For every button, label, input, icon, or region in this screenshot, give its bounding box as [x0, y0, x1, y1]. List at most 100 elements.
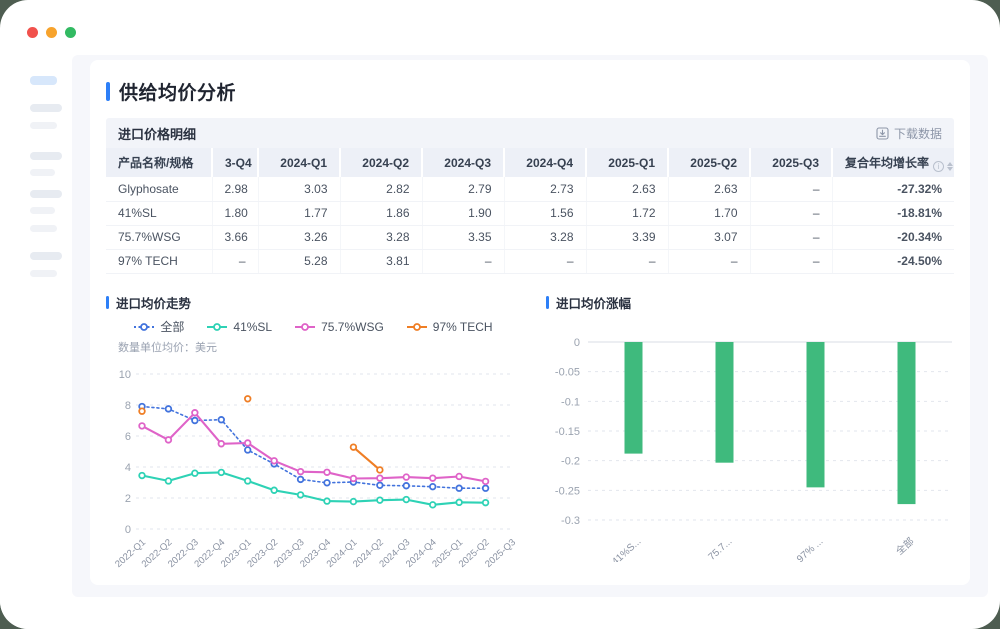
- info-icon[interactable]: i: [933, 160, 945, 172]
- sidebar-item[interactable]: [30, 270, 57, 277]
- price-cell: 1.72: [585, 201, 668, 226]
- legend-item[interactable]: 97% TECH: [406, 320, 493, 334]
- sidebar-item[interactable]: [30, 190, 62, 198]
- price-cell: 2.98: [211, 177, 258, 202]
- price-cell: 3.07: [667, 225, 750, 250]
- svg-text:2: 2: [125, 493, 131, 505]
- legend-marker-icon: [295, 322, 316, 331]
- price-cell: –: [667, 249, 750, 274]
- legend-item[interactable]: 全部: [133, 320, 184, 334]
- product-name-cell: 41%SL: [106, 201, 212, 226]
- price-cell: 1.80: [211, 201, 258, 226]
- cagr-cell: -27.32%: [831, 177, 954, 202]
- svg-text:41%S...: 41%S...: [610, 536, 643, 562]
- price-cell: 1.70: [667, 201, 750, 226]
- table-row: 75.7%WSG 3.66 3.26 3.28 3.35 3.28 3.39 3.07– -20…: [106, 225, 954, 250]
- sort-icon[interactable]: [947, 161, 954, 171]
- svg-text:全部: 全部: [893, 534, 917, 557]
- svg-text:-0.2: -0.2: [561, 455, 580, 467]
- price-cell: –: [749, 249, 832, 274]
- sidebar-item[interactable]: [30, 252, 62, 260]
- price-cell: –: [749, 225, 832, 250]
- line-chart-legend: 全部 41%SL 75.7%WSG 97% TECH: [106, 320, 520, 334]
- svg-text:-0.05: -0.05: [555, 366, 580, 378]
- price-cell: 2.63: [667, 177, 750, 202]
- price-cell: 2.63: [585, 177, 668, 202]
- svg-text:10: 10: [119, 369, 131, 381]
- table-section-header: 进口价格明细 下载数据: [106, 118, 954, 148]
- line-chart-panel: 进口均价走势 全部 41%SL 75.7%WSG 97% TECH 数量单位均价：美元…: [106, 294, 520, 584]
- download-data-button[interactable]: 下载数据: [876, 125, 942, 142]
- chart-title-accent-bar: [106, 296, 109, 309]
- column-header: 2024-Q3: [421, 148, 504, 177]
- price-cell: 3.66: [211, 225, 258, 250]
- page-title-text: 供给均价分析: [119, 83, 237, 104]
- legend-label: 97% TECH: [432, 319, 493, 334]
- svg-text:-0.3: -0.3: [561, 515, 580, 527]
- import-price-table-section: 进口价格明细 下载数据 产品名称/规格 3-: [106, 118, 954, 274]
- chart-title-accent-bar: [546, 296, 549, 309]
- product-name-cell: 97% TECH: [106, 249, 212, 274]
- price-cell: 1.90: [421, 201, 504, 226]
- close-window-button[interactable]: [27, 27, 38, 38]
- legend-marker-icon: [406, 322, 427, 331]
- price-cell: 3.39: [585, 225, 668, 250]
- legend-label: 75.7%WSG: [321, 319, 384, 334]
- legend-item[interactable]: 75.7%WSG: [294, 320, 384, 334]
- import-price-trend-chart: 02468102022-Q12022-Q22022-Q32022-Q42023-…: [113, 369, 518, 570]
- price-cell: 1.56: [503, 201, 586, 226]
- price-cell: 2.79: [421, 177, 504, 202]
- price-cell: 3.81: [339, 249, 422, 274]
- bar: [624, 341, 643, 454]
- column-header: 产品名称/规格: [106, 148, 212, 177]
- sidebar-item[interactable]: [30, 207, 55, 214]
- download-label: 下载数据: [893, 126, 942, 141]
- bar-chart-panel: 进口均价涨幅 0 -0.05 -0.1 -0.15 -0.2 -0.25 -0.3 41%S.…: [546, 294, 958, 584]
- import-price-change-chart: 0 -0.05 -0.1 -0.15 -0.2 -0.25 -0.3 41%S... 75.7.…: [555, 337, 952, 562]
- price-cell: 1.86: [339, 201, 422, 226]
- svg-text:0: 0: [125, 524, 131, 536]
- product-name-cell: 75.7%WSG: [106, 225, 212, 250]
- bar: [806, 341, 825, 487]
- column-header: 2024-Q2: [339, 148, 422, 177]
- legend-label: 41%SL: [233, 319, 273, 334]
- price-cell: 3.03: [257, 177, 340, 202]
- title-accent-bar: [106, 82, 110, 101]
- table-row: 41%SL 1.80 1.77 1.86 1.90 1.56 1.72 1.70– -18.81…: [106, 201, 954, 226]
- sidebar-item[interactable]: [30, 104, 62, 112]
- svg-text:97% ...: 97% ...: [795, 536, 826, 562]
- cagr-column-header[interactable]: 复合年均增长率 i: [831, 148, 954, 177]
- minimize-window-button[interactable]: [46, 27, 57, 38]
- cagr-cell: -20.34%: [831, 225, 954, 250]
- sidebar-item[interactable]: [30, 225, 57, 232]
- svg-text:-0.25: -0.25: [555, 485, 580, 497]
- column-header: 2025-Q2: [667, 148, 750, 177]
- bar-chart-title: 进口均价涨幅: [546, 294, 958, 312]
- sidebar-item[interactable]: [30, 169, 55, 176]
- price-cell: –: [749, 201, 832, 226]
- price-cell: –: [749, 177, 832, 202]
- bar: [715, 341, 734, 463]
- sidebar-item-active[interactable]: [30, 76, 57, 85]
- svg-text:0: 0: [574, 337, 580, 349]
- price-cell: 3.35: [421, 225, 504, 250]
- line-chart-unit-label: 数量单位均价：美元: [118, 341, 217, 354]
- sidebar-item[interactable]: [30, 152, 62, 160]
- svg-text:6: 6: [125, 431, 131, 443]
- legend-marker-icon: [207, 322, 228, 331]
- charts-row: 进口均价走势 全部 41%SL 75.7%WSG 97% TECH 数量单位均价：美元…: [106, 294, 954, 584]
- sidebar-item[interactable]: [30, 122, 57, 129]
- legend-item[interactable]: 41%SL: [206, 320, 272, 334]
- price-cell: 1.77: [257, 201, 340, 226]
- price-cell: 2.73: [503, 177, 586, 202]
- bar: [897, 341, 916, 504]
- table-body: Glyphosate 2.98 3.03 2.82 2.79 2.73 2.63 2.63– -…: [106, 177, 954, 274]
- price-cell: –: [585, 249, 668, 274]
- price-cell: 2.82: [339, 177, 422, 202]
- price-cell: –: [421, 249, 504, 274]
- legend-label: 全部: [160, 320, 185, 334]
- main-content: 供给均价分析 进口价格明细 下载数据: [72, 55, 988, 597]
- price-cell: 3.28: [339, 225, 422, 250]
- zoom-window-button[interactable]: [65, 27, 76, 38]
- price-cell: –: [211, 249, 258, 274]
